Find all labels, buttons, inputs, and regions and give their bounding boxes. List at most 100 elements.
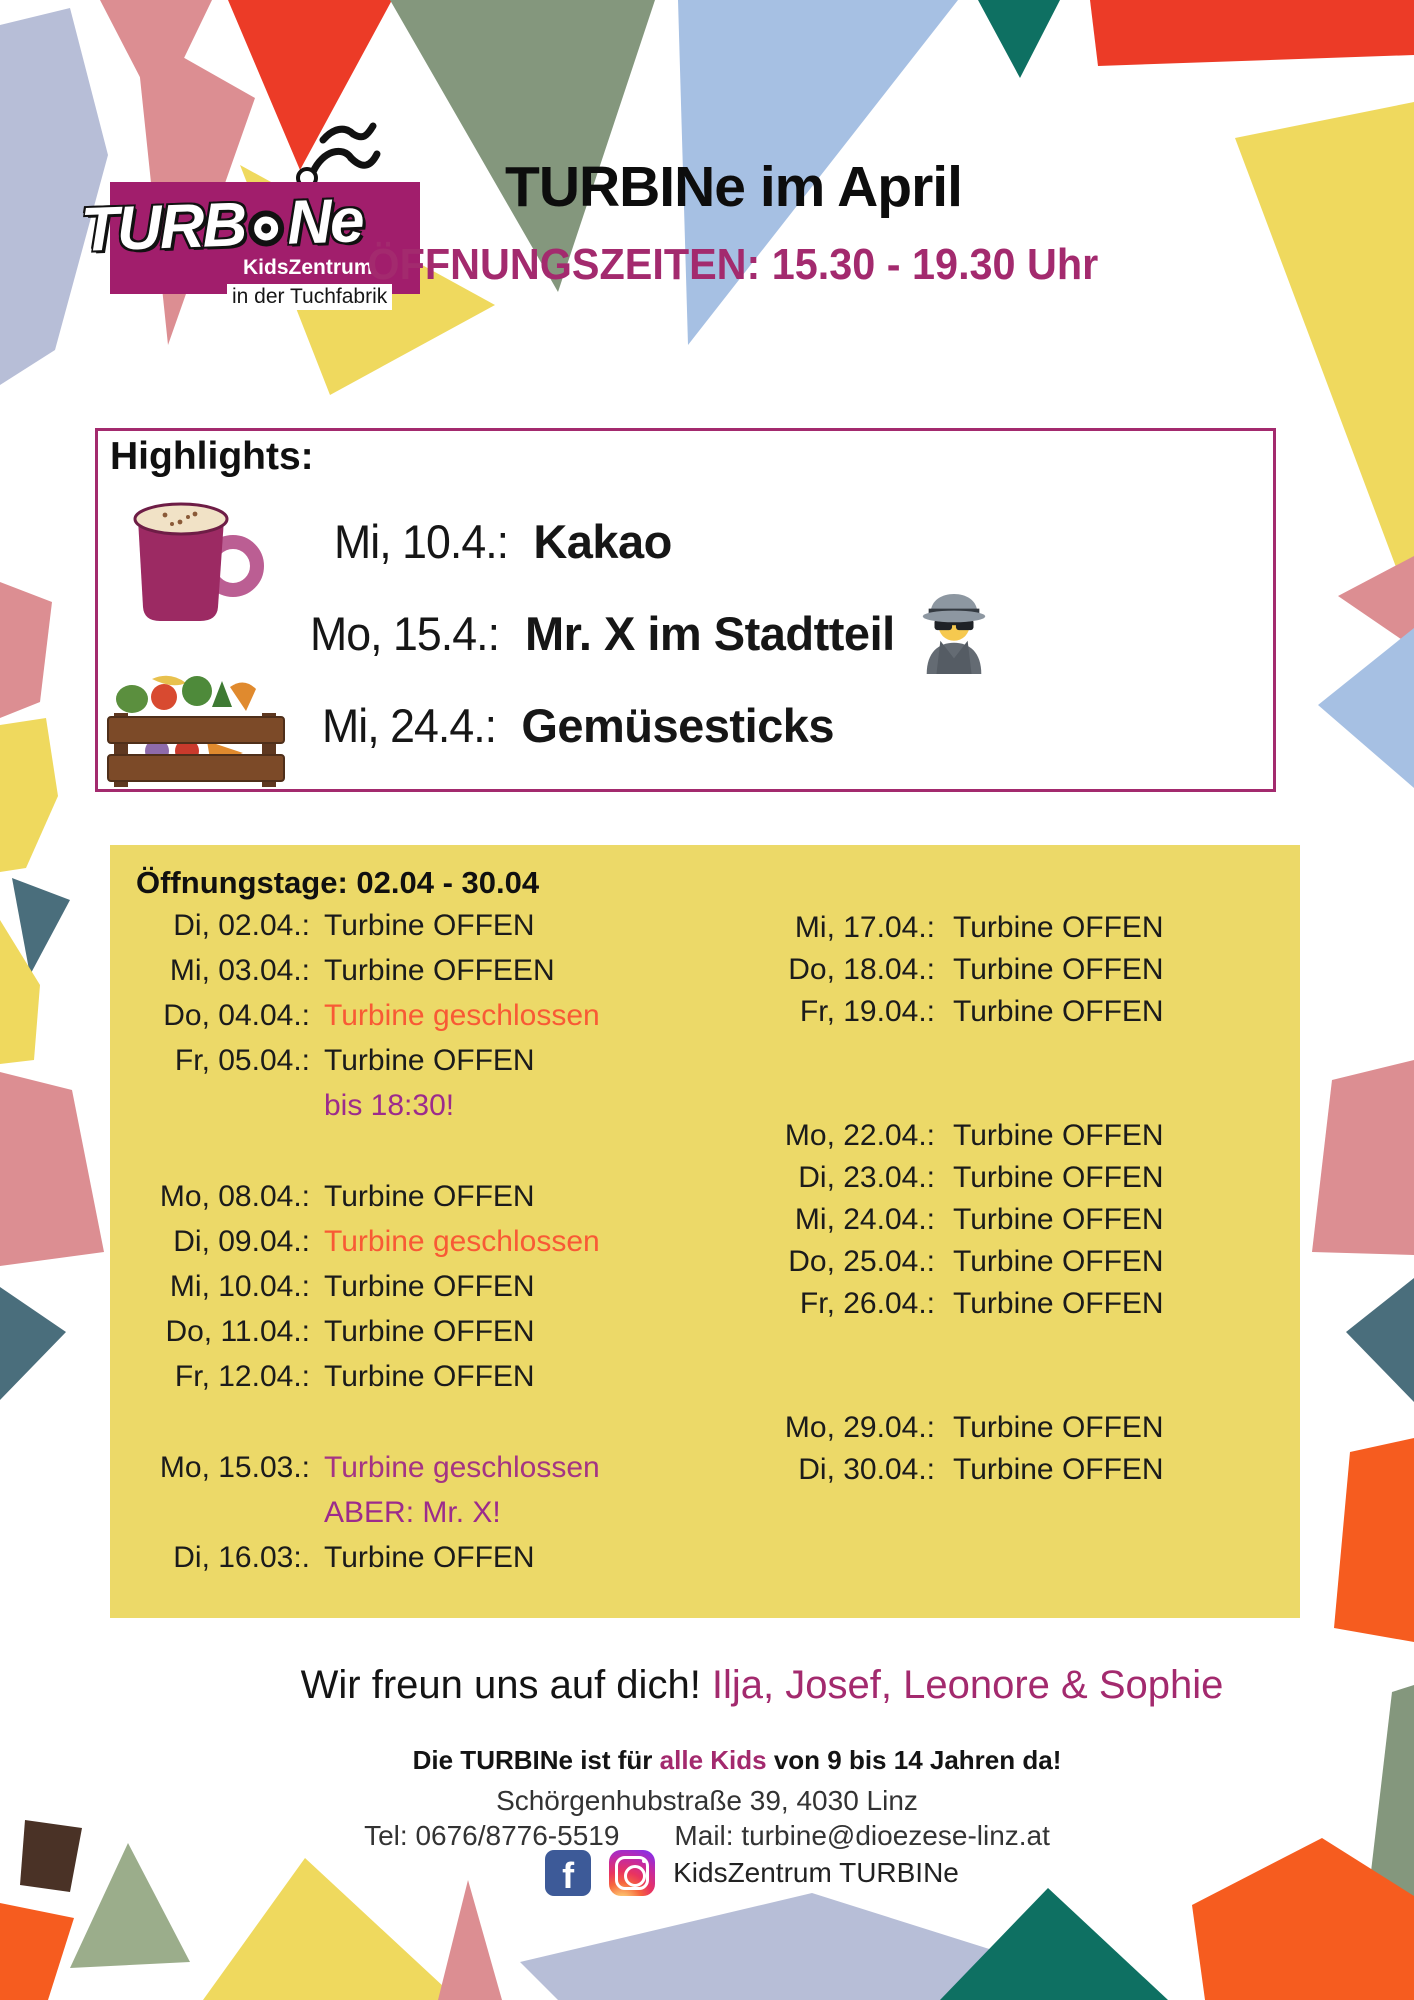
schedule-day: Fr, 12.04.: (174, 1360, 310, 1393)
schedule-row: Fr, 05.04.: Turbine OFFEN (132, 1044, 692, 1089)
schedule-day: Di, 16.03:. (173, 1541, 310, 1574)
schedule-day: Mi, 17.04.: (794, 911, 935, 944)
schedule-row: bis 18:30! (132, 1089, 692, 1134)
schedule-day: Fr, 19.04.: (799, 995, 935, 1028)
contact-line: Tel: 0676/8776-5519 Mail: turbine@dioezes… (0, 1820, 1414, 1852)
vegetable-crate-icon (107, 675, 285, 787)
logo-tuchfabrik: in der Tuchfabrik (227, 284, 393, 310)
schedule-status: bis 18:30! (324, 1089, 455, 1122)
schedule-row: Mo, 29.04.: Turbine OFFEN (695, 1411, 1295, 1453)
schedule-row: Mi, 17.04.: Turbine OFFEN (695, 911, 1295, 953)
logo-wordmark: TURB Ne (80, 185, 364, 266)
schedule-status: Turbine OFFEN (324, 909, 535, 942)
schedule-day: Di, 23.04.: (798, 1161, 935, 1194)
highlight-day: Mo, 15.4.: (310, 606, 500, 660)
cocoa-mug-icon (133, 502, 264, 621)
schedule-row: Do, 11.04.: Turbine OFFEN (132, 1315, 692, 1360)
schedule-row: Mi, 10.04.: Turbine OFFEN (132, 1270, 692, 1315)
schedule-status: Turbine geschlossen (324, 1451, 600, 1484)
info-line: Die TURBINe ist für alle Kids von 9 bis … (0, 1745, 1414, 1776)
schedule-status: Turbine OFFEN (324, 1360, 535, 1393)
schedule-row: Di, 23.04.: Turbine OFFEN (695, 1161, 1295, 1203)
schedule-row (132, 1405, 692, 1451)
schedule-day: Mi, 10.04.: (169, 1270, 310, 1303)
schedule-day: Do, 18.04.: (788, 953, 935, 986)
schedule-day: Do, 11.04.: (165, 1315, 310, 1348)
schedule-day: Di, 09.04.: (173, 1225, 310, 1258)
schedule-row: Mi, 24.04.: Turbine OFFEN (695, 1203, 1295, 1245)
schedule-status: Turbine OFFEN (324, 1541, 535, 1574)
schedule-day: Mo, 08.04.: (159, 1180, 310, 1213)
facebook-icon[interactable]: f (545, 1850, 592, 1896)
schedule-panel: Öffnungstage: 02.04 - 30.04 Di, 02.04.: … (110, 845, 1300, 1618)
schedule-day: Mo, 29.04.: (784, 1411, 935, 1444)
schedule-status: Turbine OFFEN (953, 1203, 1164, 1236)
schedule-status: Turbine OFFEN (953, 1245, 1164, 1278)
info-prefix: Die TURBINe ist für (412, 1745, 660, 1775)
schedule-status: Turbine geschlossen (324, 1225, 600, 1258)
schedule-day: Fr, 26.04.: (799, 1287, 935, 1320)
schedule-row: Mo, 08.04.: Turbine OFFEN (132, 1180, 692, 1225)
page-title: TURBINe im April (505, 155, 963, 219)
schedule-status: Turbine OFFEEN (324, 954, 555, 987)
highlights-list: Mi, 10.4.: Kakao Mo, 15.4.: Mr. X im Sta… (310, 495, 993, 771)
social-handle: KidsZentrum TURBINe (673, 1857, 959, 1888)
schedule-status: Turbine OFFEN (324, 1044, 535, 1077)
schedule-row: Do, 25.04.: Turbine OFFEN (695, 1245, 1295, 1287)
schedule-row: Di, 16.03:. Turbine OFFEN (132, 1541, 692, 1586)
schedule-status: Turbine OFFEN (953, 1161, 1164, 1194)
highlight-event: Kakao (533, 514, 672, 568)
schedule-row (695, 1329, 1295, 1411)
info-suffix: von 9 bis 14 Jahren da! (766, 1745, 1062, 1775)
schedule-day: Do, 25.04.: (788, 1245, 935, 1278)
schedule-status: Turbine OFFEN (953, 995, 1164, 1028)
schedule-row (132, 1134, 692, 1180)
schedule-column-left: Di, 02.04.: Turbine OFFEN Mi, 03.04.: Tu… (132, 909, 692, 1586)
schedule-row: Di, 09.04.: Turbine geschlossen (132, 1225, 692, 1270)
schedule-status: Turbine OFFEN (324, 1315, 535, 1348)
schedule-row (695, 1037, 1295, 1119)
schedule-status: Turbine OFFEN (953, 1287, 1164, 1320)
schedule-day: Mi, 03.04.: (169, 954, 310, 987)
schedule-row: ABER: Mr. X! (132, 1496, 692, 1541)
schedule-day: Do, 04.04.: (163, 999, 310, 1032)
turbine-logo: TURB Ne KidsZentrum in der Tuchfabrik (80, 118, 440, 323)
schedule-status: Turbine geschlossen (324, 999, 600, 1032)
schedule-day: Mo, 15.03.: (159, 1451, 310, 1484)
highlights-panel: Highlights: Mi, 10.4.: (95, 428, 1276, 792)
schedule-day: Di, 02.04.: (173, 909, 310, 942)
schedule-row: Mi, 03.04.: Turbine OFFEEN (132, 954, 692, 999)
schedule-day: Mo, 22.04.: (784, 1119, 935, 1152)
schedule-row: Do, 18.04.: Turbine OFFEN (695, 953, 1295, 995)
info-highlight: alle Kids (659, 1745, 767, 1775)
schedule-row: Fr, 26.04.: Turbine OFFEN (695, 1287, 1295, 1329)
schedule-status: Turbine OFFEN (953, 1119, 1164, 1152)
schedule-row: Do, 04.04.: Turbine geschlossen (132, 999, 692, 1044)
address-line: Schörgenhubstraße 39, 4030 Linz (496, 1785, 918, 1816)
schedule-day: Mi, 24.04.: (794, 1203, 935, 1236)
spy-icon (922, 594, 985, 674)
highlight-item: Mi, 10.4.: Kakao (310, 495, 993, 587)
phone-number: Tel: 0676/8776-5519 (364, 1820, 620, 1851)
greeting-text: Wir freun uns auf dich! (300, 1663, 712, 1707)
schedule-row: Mo, 22.04.: Turbine OFFEN (695, 1119, 1295, 1161)
schedule-status: ABER: Mr. X! (324, 1496, 501, 1529)
highlight-item: Mo, 15.4.: Mr. X im Stadtteil (310, 587, 993, 679)
schedule-day: Fr, 05.04.: (174, 1044, 310, 1077)
instagram-icon[interactable] (609, 1850, 656, 1896)
team-names: Ilja, Josef, Leonore & Sophie (711, 1663, 1224, 1707)
highlights-title: Highlights: (110, 435, 314, 478)
schedule-status: Turbine OFFEN (953, 1453, 1164, 1486)
schedule-title: Öffnungstage: 02.04 - 30.04 (136, 865, 540, 900)
highlight-event: Gemüsesticks (521, 698, 835, 752)
highlight-day: Mi, 24.4.: (322, 698, 497, 752)
schedule-status: Turbine OFFEN (324, 1270, 535, 1303)
schedule-row: Fr, 12.04.: Turbine OFFEN (132, 1360, 692, 1405)
wheel-icon (248, 210, 285, 247)
cartwheel-kid-icon (296, 122, 381, 189)
schedule-column-right: Mi, 17.04.: Turbine OFFEN Do, 18.04.: Tu… (695, 911, 1295, 1495)
schedule-row: Mo, 15.03.: Turbine geschlossen (132, 1451, 692, 1496)
schedule-status: Turbine OFFEN (953, 1411, 1164, 1444)
highlight-event: Mr. X im Stadtteil (525, 606, 895, 660)
